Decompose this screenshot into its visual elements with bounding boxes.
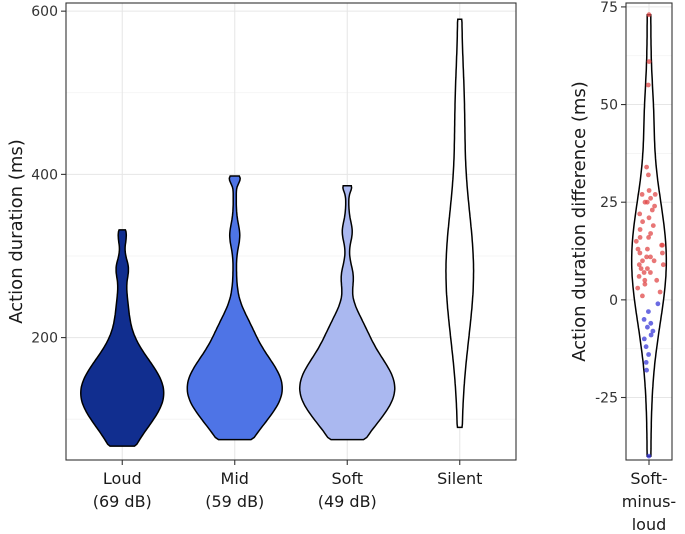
data-point	[646, 235, 651, 240]
x-tick-sublabel: (69 dB)	[93, 492, 152, 511]
y-tick-label: 0	[609, 293, 618, 309]
left-panel-y-ticks: 200 400 600	[31, 4, 66, 347]
data-point	[646, 352, 651, 357]
data-point	[646, 188, 652, 193]
violin-silent	[445, 18, 475, 429]
left-panel-frame	[65, 2, 517, 461]
data-point	[648, 270, 653, 275]
data-point	[646, 172, 651, 178]
y-tick-label: 75	[600, 0, 618, 16]
x-tick-label: Mid	[221, 469, 249, 488]
right-panel-x-ticks: Soft-minus-loud	[622, 460, 676, 534]
data-point	[646, 12, 652, 18]
x-tick-label: Soft	[331, 469, 363, 488]
x-tick-label: loud	[632, 515, 667, 534]
data-point	[646, 453, 652, 459]
y-tick-label: 200	[31, 331, 58, 347]
data-point	[652, 192, 658, 197]
data-point	[646, 59, 652, 64]
right-panel-points	[633, 12, 666, 459]
y-tick-label: 50	[600, 98, 618, 114]
data-point	[650, 328, 656, 334]
data-point	[637, 250, 643, 256]
data-point	[654, 277, 660, 283]
x-tick-label: minus-	[622, 492, 676, 511]
data-point	[639, 192, 645, 197]
data-point	[637, 235, 643, 240]
data-point	[645, 266, 650, 271]
x-tick-sublabel: (49 dB)	[318, 492, 377, 511]
left-y-axis-title: Action duration (ms)	[6, 139, 27, 324]
data-point	[646, 215, 652, 221]
data-point	[648, 195, 653, 201]
violin-loud	[80, 229, 165, 447]
data-point	[660, 250, 665, 256]
left-panel-x-ticks: Loud (69 dB) Mid (59 dB) Soft (49 dB) Silent	[93, 460, 482, 511]
data-point	[640, 258, 645, 264]
data-point	[637, 227, 643, 232]
data-point	[650, 223, 656, 229]
data-point	[651, 258, 657, 264]
data-point	[646, 309, 651, 314]
data-point	[633, 238, 639, 244]
data-point	[636, 262, 642, 268]
data-point	[643, 360, 649, 365]
data-point	[635, 246, 641, 252]
y-tick-label: 400	[31, 167, 58, 183]
left-panel-violins	[80, 18, 475, 447]
data-point	[657, 289, 663, 295]
right-y-axis-title: Action duration difference (ms)	[569, 81, 590, 362]
data-point	[648, 320, 654, 326]
data-point	[638, 266, 644, 271]
x-tick-label: Loud	[103, 469, 142, 488]
data-point	[640, 293, 645, 299]
data-point	[649, 207, 655, 213]
data-point	[644, 164, 649, 170]
data-point	[645, 324, 650, 330]
data-point	[644, 254, 649, 260]
data-point	[640, 219, 645, 225]
y-tick-label: 600	[31, 4, 58, 20]
right-panel-y-ticks: -25 0 25 50 75	[595, 0, 626, 407]
data-point	[641, 317, 647, 322]
data-point	[643, 344, 649, 350]
data-point	[637, 211, 643, 217]
data-point	[644, 367, 649, 373]
data-point	[645, 246, 650, 252]
data-point	[641, 270, 647, 275]
data-point	[660, 242, 665, 248]
x-tick-sublabel: (59 dB)	[205, 492, 264, 511]
data-point	[641, 336, 647, 342]
x-tick-label: Silent	[437, 469, 482, 488]
data-point	[642, 281, 648, 287]
data-point	[636, 274, 642, 279]
data-point	[645, 82, 651, 88]
y-tick-label: 25	[600, 195, 618, 211]
x-tick-label: Soft-	[630, 469, 667, 488]
data-point	[655, 301, 661, 307]
data-point	[642, 277, 648, 283]
data-point	[635, 285, 641, 291]
data-point	[648, 254, 653, 260]
violin-mid	[186, 175, 283, 441]
y-tick-label: -25	[595, 391, 618, 407]
data-point	[660, 262, 666, 268]
data-point	[648, 231, 653, 236]
violin-soft	[298, 185, 396, 441]
data-point	[642, 199, 648, 205]
data-point	[648, 332, 654, 338]
data-point	[652, 203, 657, 209]
